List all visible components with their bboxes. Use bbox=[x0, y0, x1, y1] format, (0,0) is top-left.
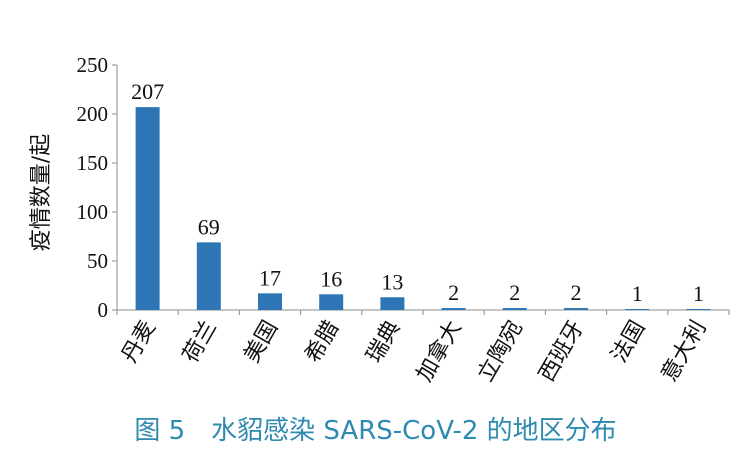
category-label: 立陶宛 bbox=[473, 317, 528, 387]
data-label: 207 bbox=[131, 79, 164, 104]
y-tick-label: 100 bbox=[77, 200, 109, 224]
category-label: 意大利 bbox=[657, 317, 712, 387]
category-label: 法国 bbox=[607, 317, 651, 368]
category-label: 瑞典 bbox=[362, 317, 406, 368]
category-label: 丹麦 bbox=[117, 317, 161, 368]
category-label: 西班牙 bbox=[535, 317, 590, 387]
y-tick-label: 200 bbox=[77, 102, 109, 126]
data-label: 1 bbox=[632, 281, 643, 306]
data-label: 17 bbox=[259, 265, 281, 290]
y-tick-label: 0 bbox=[98, 298, 109, 322]
bar-chart: 0 50 100 150 200 250 疫情数量/起 207 丹麦 69 荷兰 17 美国 16 希腊 13… bbox=[29, 53, 730, 387]
category-label: 希腊 bbox=[301, 317, 345, 368]
data-label: 2 bbox=[509, 280, 520, 305]
bar-7 bbox=[502, 308, 527, 310]
bar-1 bbox=[135, 107, 160, 310]
bar-3 bbox=[258, 293, 282, 310]
bar-6 bbox=[441, 308, 466, 310]
bar-10 bbox=[686, 309, 711, 311]
data-label: 1 bbox=[693, 281, 704, 306]
bar-5 bbox=[380, 297, 405, 310]
y-axis-title: 疫情数量/起 bbox=[29, 134, 54, 251]
y-tick-label: 150 bbox=[77, 151, 109, 175]
bar-2 bbox=[196, 242, 221, 310]
y-tick-label: 250 bbox=[77, 53, 109, 77]
y-tick-label: 50 bbox=[87, 249, 108, 273]
bar-4 bbox=[319, 294, 344, 310]
category-label: 荷兰 bbox=[178, 317, 222, 368]
category-label: 加拿大 bbox=[411, 316, 467, 386]
bar-8 bbox=[564, 308, 588, 310]
data-label: 16 bbox=[320, 266, 342, 291]
data-label: 13 bbox=[381, 269, 403, 294]
data-label: 69 bbox=[198, 214, 220, 239]
data-label: 2 bbox=[448, 280, 459, 305]
bar-9 bbox=[625, 309, 650, 311]
data-label: 2 bbox=[571, 280, 582, 305]
figure-caption: 图 5 水貂感染 SARS-CoV-2 的地区分布 bbox=[134, 416, 617, 446]
category-label: 美国 bbox=[240, 317, 284, 368]
